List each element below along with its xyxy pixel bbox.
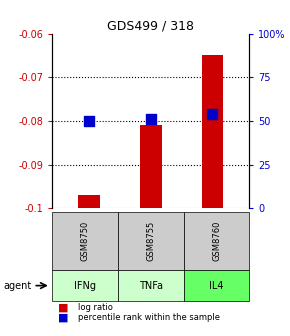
Text: TNFa: TNFa <box>139 281 163 291</box>
Text: log ratio: log ratio <box>78 303 113 312</box>
Point <box>210 111 215 117</box>
Text: GSM8755: GSM8755 <box>146 221 155 261</box>
Text: percentile rank within the sample: percentile rank within the sample <box>78 313 220 322</box>
Point <box>148 117 153 122</box>
Text: IFNg: IFNg <box>74 281 96 291</box>
Bar <box>78 195 100 208</box>
Title: GDS499 / 318: GDS499 / 318 <box>107 19 194 33</box>
Text: agent: agent <box>3 281 31 291</box>
Bar <box>202 55 223 208</box>
Bar <box>140 125 162 208</box>
Text: GSM8760: GSM8760 <box>212 221 221 261</box>
Text: ■: ■ <box>58 302 68 312</box>
Point <box>87 118 92 124</box>
Text: IL4: IL4 <box>209 281 224 291</box>
Text: GSM8750: GSM8750 <box>81 221 90 261</box>
Text: ■: ■ <box>58 312 68 323</box>
